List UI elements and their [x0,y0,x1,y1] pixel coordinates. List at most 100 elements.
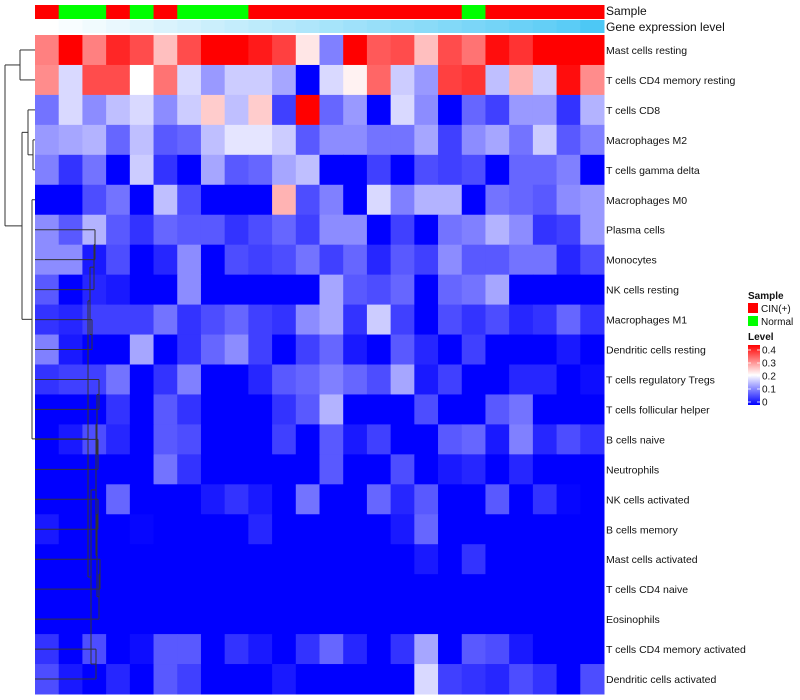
heatmap-cell [272,454,297,485]
heatmap-cell [248,124,273,156]
heatmap-cell [414,64,439,96]
heatmap-cell [272,634,297,665]
heatmap-cell [248,35,273,66]
heatmap-cell [106,394,131,425]
heatmap-cell [248,574,273,605]
heatmap-cell [272,124,297,156]
heatmap-cell [248,244,273,276]
heatmap-cell [580,664,605,695]
heatmap-cell [414,604,439,635]
heatmap-cell [153,124,178,156]
heatmap-cell [224,394,249,425]
heatmap-cell [556,214,581,246]
heatmap-cell [580,304,605,336]
heatmap-cell [509,424,534,455]
heatmap-cell [106,274,131,306]
heatmap-cell [200,394,226,425]
heatmap-cell [200,544,226,575]
heatmap-cell [461,94,486,126]
heatmap-cell [414,154,439,186]
heatmap-cell [485,274,510,306]
heatmap-cell [366,604,392,635]
heatmap-cell [200,214,226,246]
heatmap-cell [200,64,226,96]
heatmap-cell [461,124,486,156]
heatmap-cell [82,184,107,216]
heatmap-cell [532,574,558,605]
heatmap-cell [106,214,131,246]
heatmap-cell [129,514,155,545]
heatmap-cell [438,304,463,336]
heatmap-cell [390,574,415,605]
row-label: Macrophages M1 [606,315,687,327]
sample-annotation-cell [532,5,558,19]
heatmap-cell [129,244,155,276]
heatmap-cell [129,484,155,515]
heatmap-cell [485,664,510,695]
heatmap-cell [438,35,463,66]
heatmap-cell [319,514,344,545]
row-label: Plasma cells [606,225,665,237]
heatmap-cell [343,184,368,216]
heatmap-cell [295,64,320,96]
heatmap-cell [485,214,510,246]
heatmap-cell [532,244,558,276]
heatmap-cell [580,274,605,306]
sample-annotation-cell [224,5,249,19]
heatmap-cell [177,124,202,156]
heatmap-cell [272,214,297,246]
heatmap-cell [390,274,415,306]
heatmap-cell [319,214,344,246]
heatmap-cell [82,64,107,96]
heatmap-cell [461,544,486,575]
heatmap-cell [390,364,415,395]
gene-expression-annotation-cell [580,20,605,33]
gene-expression-annotation-cell [390,20,415,33]
heatmap-cell [272,394,297,425]
heatmap-cell [556,664,581,695]
heatmap-cell [200,664,226,695]
heatmap-cell [532,35,558,66]
row-label: Macrophages M2 [606,135,687,147]
row-label: Dendritic cells activated [606,674,716,686]
heatmap-cell [414,514,439,545]
heatmap-cell [106,664,131,695]
heatmap-cell [343,664,368,695]
row-label: Neutrophils [606,464,659,476]
gene-expression-annotation-cell [343,20,368,33]
gene-expression-annotation-cell [106,20,131,33]
heatmap-cell [319,574,344,605]
heatmap-cell [485,184,510,216]
gene-expression-annotation-cell [295,20,320,33]
heatmap-cell [224,64,249,96]
heatmap-cell [414,124,439,156]
heatmap-cell [390,244,415,276]
heatmap-cell [248,454,273,485]
heatmap-cell [509,334,534,365]
heatmap-cell [319,274,344,306]
heatmap-cell [224,184,249,216]
row-label: T cells gamma delta [606,165,700,177]
heatmap-cell [532,184,558,216]
legend-sample-title: Sample [748,291,784,302]
heatmap-cell [248,664,273,695]
heatmap-cell [532,514,558,545]
heatmap-cell [414,334,439,365]
heatmap-cell [414,574,439,605]
heatmap-cell [129,664,155,695]
heatmap-cell [153,484,178,515]
heatmap-cell [82,94,107,126]
legend-level-colorbar [748,345,760,405]
heatmap-cell [129,154,155,186]
sample-annotation-label: Sample [606,4,647,18]
heatmap-cell [461,394,486,425]
heatmap-cell [461,484,486,515]
heatmap-cell [153,214,178,246]
heatmap-cell [200,334,226,365]
heatmap-cell [414,544,439,575]
heatmap-cell [390,544,415,575]
heatmap-cell [485,154,510,186]
heatmap-cell [272,604,297,635]
heatmap-cell [532,424,558,455]
heatmap-cell [556,544,581,575]
